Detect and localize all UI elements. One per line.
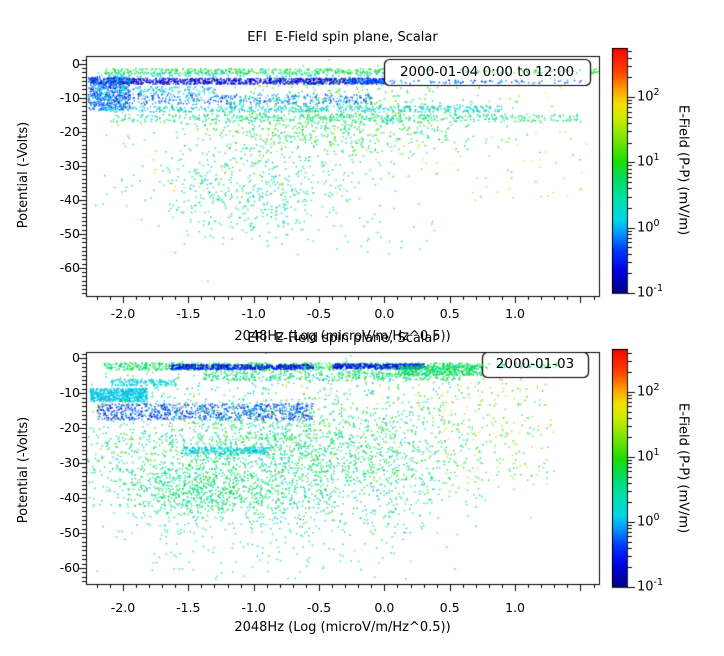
colorbar-tick-label: 101 xyxy=(637,447,660,465)
y-tick-label: -10 xyxy=(59,89,80,105)
y-tick-label: 0 xyxy=(72,55,80,71)
plot-bottom-xlabel: 2048Hz (Log (microV/m/Hz^0.5)) xyxy=(234,620,451,635)
y-tick-label: -60 xyxy=(59,259,80,275)
colorbar-tick-label: 10-1 xyxy=(637,283,664,301)
x-tick-label: 0.5 xyxy=(439,600,460,615)
x-tick-label: -0.5 xyxy=(306,306,332,321)
x-tick-label: -1.5 xyxy=(176,600,201,615)
x-tick-label: -2.0 xyxy=(110,600,136,615)
plot-top-title: EFI E-Field spin plane, Scalar xyxy=(247,30,438,45)
plot-top-xlabel: 2048Hz (Log (microV/m/Hz^0.5)) xyxy=(234,329,451,344)
y-tick-label: -50 xyxy=(59,225,80,241)
plot-top-legend: 2000-01-04 0:00 to 12:00 xyxy=(399,64,575,80)
colorbar-tick-label: 101 xyxy=(637,152,660,170)
plot-bottom-legend: 2000-01-03 xyxy=(495,356,575,372)
x-tick-label: -1.5 xyxy=(176,306,201,321)
colorbar-tick-label: 102 xyxy=(637,382,660,400)
x-tick-label: 0.0 xyxy=(374,600,395,615)
x-tick-label: 1.0 xyxy=(505,306,526,321)
x-tick-label: -2.0 xyxy=(110,306,136,321)
x-tick-label: 1.0 xyxy=(505,600,526,615)
y-tick-label: -30 xyxy=(59,157,80,173)
colorbar-tick-label: 102 xyxy=(637,87,660,105)
y-tick-label: -60 xyxy=(59,559,80,575)
x-tick-label: -1.0 xyxy=(241,600,266,615)
y-tick-label: -20 xyxy=(59,123,80,139)
y-tick-label: -40 xyxy=(59,191,80,207)
y-tick-label: -40 xyxy=(59,490,80,506)
y-tick-label: -30 xyxy=(59,455,80,471)
x-tick-label: 0.0 xyxy=(374,306,395,321)
colorbar-bottom-label: E-Field (P-P) (mV/m) xyxy=(675,402,691,534)
x-tick-label: -1.0 xyxy=(241,306,266,321)
colorbar-tick-label: 100 xyxy=(637,217,660,236)
y-tick-label: 0 xyxy=(72,350,80,366)
colorbar-tick-label: 10-1 xyxy=(637,577,664,595)
y-tick-label: -10 xyxy=(59,385,80,401)
x-tick-label: -0.5 xyxy=(306,600,332,615)
colorbar-top-label: E-Field (P-P) (mV/m) xyxy=(675,105,691,236)
x-tick-label: 0.5 xyxy=(439,306,460,321)
y-tick-label: -50 xyxy=(59,524,80,540)
colorbar-tick-label: 100 xyxy=(637,512,660,530)
y-tick-label: -20 xyxy=(59,420,80,436)
plot-bottom-title: EFI E-Field spin plane, Scalar xyxy=(247,331,438,346)
